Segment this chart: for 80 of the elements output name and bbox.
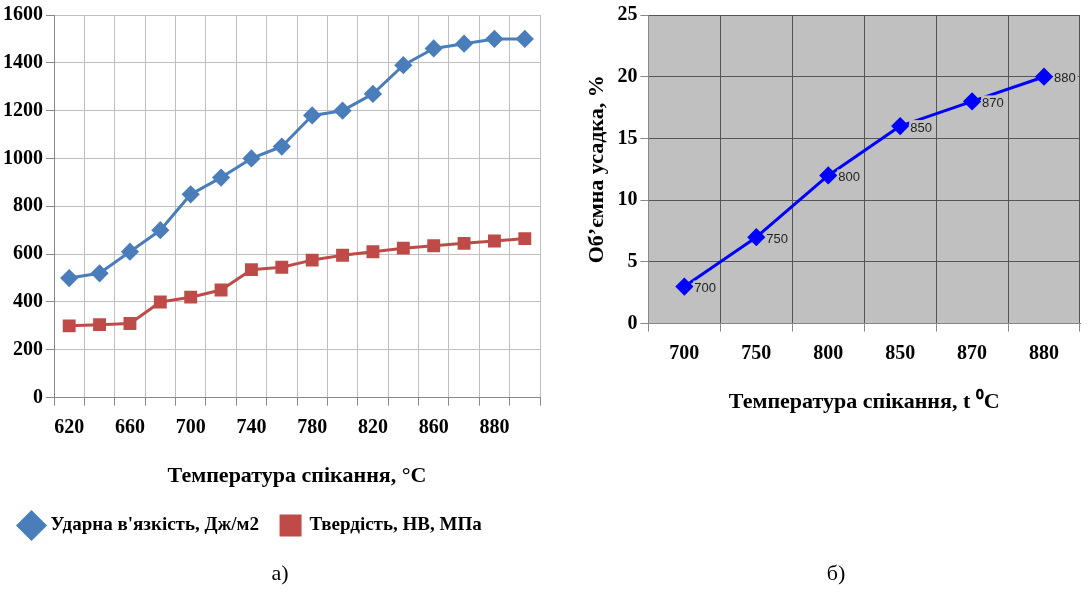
x-tick-label: 880	[479, 414, 510, 437]
point	[819, 166, 837, 184]
point	[334, 102, 352, 120]
y-tick-label: 1200	[3, 97, 43, 120]
point	[1035, 68, 1053, 86]
y-tick-label: 400	[13, 289, 43, 312]
y-tick-label: 200	[13, 336, 43, 359]
x-tick-label: 850	[885, 340, 916, 363]
point	[273, 138, 291, 156]
annotation: 700	[694, 280, 717, 296]
x-axis-title: Температура спікання, t ⁰C	[728, 388, 1000, 414]
annotation: 800	[838, 169, 860, 185]
point	[244, 263, 258, 277]
text: а)	[270, 560, 290, 586]
text: б)	[825, 560, 847, 586]
point	[153, 295, 167, 309]
y-tick-label: 0	[627, 310, 638, 333]
annotation: 750	[766, 230, 788, 246]
annotation: 880	[1054, 70, 1076, 86]
point	[425, 39, 443, 57]
point	[212, 169, 230, 187]
x-tick-label: 870	[957, 340, 988, 363]
x-axis-title: Температура спікання, °C	[167, 462, 427, 488]
x-tick-label: 860	[418, 414, 449, 437]
x-tick-label: 800	[813, 340, 844, 363]
y-tick-label: 1000	[3, 145, 43, 168]
point	[305, 253, 319, 267]
point	[485, 30, 503, 48]
point	[364, 85, 382, 103]
point	[123, 317, 137, 330]
point	[275, 260, 289, 274]
point	[93, 318, 107, 332]
y-tick-label: 20	[617, 63, 638, 86]
annotation: 850	[910, 119, 932, 135]
y-tick-label: 15	[617, 125, 638, 148]
x-tick-label: 740	[236, 414, 267, 437]
x-tick-label: 700	[175, 414, 206, 437]
x-tick-label: 880	[1029, 340, 1060, 363]
point	[891, 117, 909, 135]
point	[427, 239, 441, 253]
point	[336, 248, 350, 262]
y-tick-label: 5	[627, 249, 638, 272]
x-tick-label: 660	[114, 414, 145, 437]
point	[182, 185, 200, 203]
y-tick-label: 1400	[3, 50, 43, 72]
point	[455, 35, 473, 53]
point	[60, 269, 78, 287]
point	[518, 232, 532, 246]
y-tick-label: 10	[617, 187, 638, 210]
annotation: 870	[982, 94, 1004, 110]
point	[303, 106, 321, 124]
y-tick-label: 25	[617, 2, 638, 25]
x-tick-label: 620	[54, 414, 85, 437]
y-tick-label: 600	[13, 241, 43, 264]
y-tick-label: 1600	[3, 2, 43, 25]
point	[394, 56, 412, 74]
y-axis-title: Об’ємна усадка, %	[582, 75, 608, 264]
point	[366, 245, 380, 259]
point	[516, 30, 534, 48]
point	[963, 92, 981, 110]
x-tick-label: 820	[357, 414, 388, 437]
point	[62, 319, 76, 333]
legend-label: Твердість, НВ, МПа	[309, 513, 483, 535]
point	[396, 241, 410, 255]
point	[675, 278, 693, 296]
point	[747, 228, 765, 246]
point	[214, 283, 228, 297]
point	[242, 149, 260, 167]
point	[184, 290, 198, 304]
point	[151, 221, 169, 239]
point	[91, 264, 109, 282]
x-tick-label: 780	[297, 414, 328, 437]
point	[457, 236, 471, 250]
legend-label: Ударна в'язкість, Дж/м2	[50, 513, 260, 535]
y-tick-label: 0	[33, 384, 43, 407]
y-tick-label: 800	[13, 193, 43, 216]
point	[487, 234, 501, 248]
x-tick-label: 750	[741, 340, 772, 363]
point	[121, 243, 139, 261]
x-tick-label: 700	[669, 340, 700, 363]
